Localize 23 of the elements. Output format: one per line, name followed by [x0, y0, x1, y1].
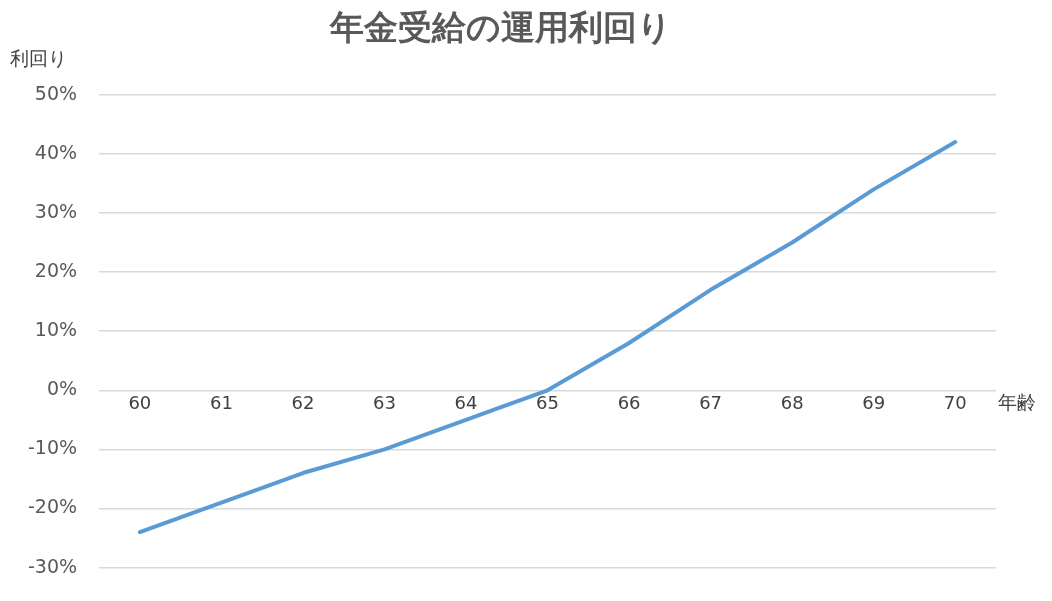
y-tick-label: -10%	[27, 436, 78, 459]
y-tick-label: 30%	[34, 199, 78, 222]
y-axis-title: 利回り	[10, 46, 67, 69]
x-tick-label: 64	[454, 391, 478, 413]
x-axis-title: 年齢	[998, 391, 1036, 414]
chart-title: 年金受給の運用利回り	[329, 7, 672, 48]
x-tick-label: 63	[373, 391, 396, 413]
y-tick-label: -20%	[27, 495, 78, 518]
x-tick-label: 67	[699, 391, 723, 413]
x-tick-label: 69	[862, 391, 886, 413]
x-tick-label: 60	[128, 391, 152, 413]
x-tick-label: 66	[617, 391, 641, 413]
y-tick-label: 50%	[34, 81, 78, 104]
y-tick-label: 0%	[46, 377, 78, 400]
x-tick-label: 65	[536, 391, 559, 413]
x-tick-label: 70	[943, 391, 967, 413]
x-tick-label: 62	[291, 391, 315, 413]
x-tick-label: 61	[209, 391, 233, 413]
x-tick-label: 68	[780, 391, 804, 413]
y-tick-label: -30%	[27, 554, 78, 577]
y-tick-label: 10%	[34, 318, 78, 341]
y-tick-label: 20%	[34, 259, 78, 282]
y-tick-label: 40%	[34, 140, 78, 163]
